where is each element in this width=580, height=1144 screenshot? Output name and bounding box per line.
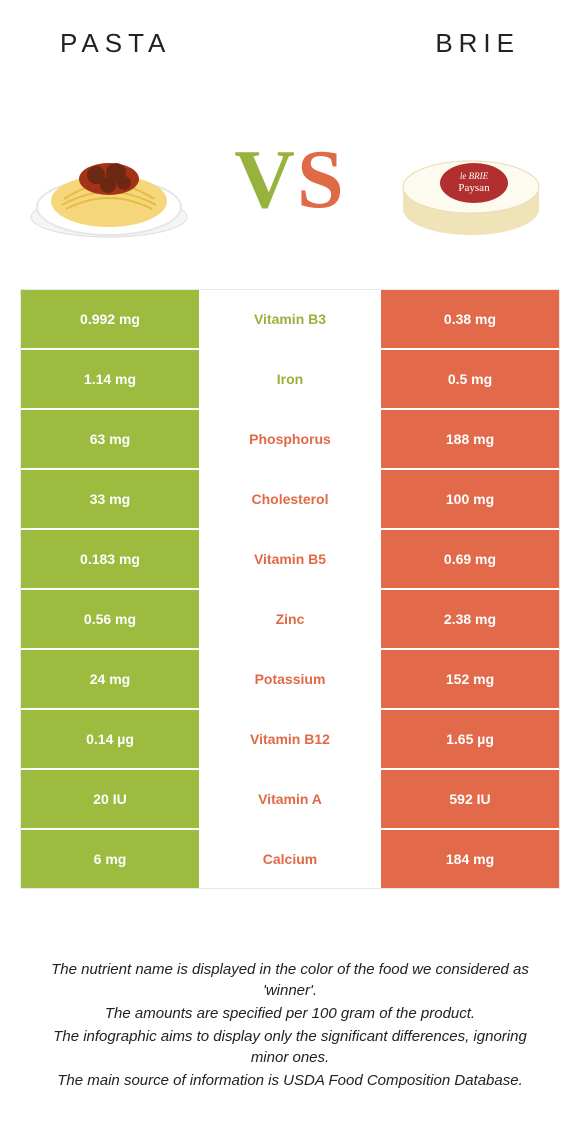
pasta-image xyxy=(24,109,194,249)
value-left: 0.183 mg xyxy=(21,530,201,588)
nutrient-label: Iron xyxy=(201,350,381,408)
svg-text:le BRIE: le BRIE xyxy=(460,171,489,181)
hero-row: VS le BRIE Paysan xyxy=(0,69,580,289)
footer-line: The nutrient name is displayed in the co… xyxy=(40,959,540,1001)
value-left: 20 IU xyxy=(21,770,201,828)
table-row: 33 mgCholesterol100 mg xyxy=(21,470,559,530)
nutrient-label: Vitamin B5 xyxy=(201,530,381,588)
table-row: 0.14 µgVitamin B121.65 µg xyxy=(21,710,559,770)
footer-line: The main source of information is USDA F… xyxy=(40,1070,540,1091)
value-left: 6 mg xyxy=(21,830,201,888)
nutrient-table: 0.992 mgVitamin B30.38 mg1.14 mgIron0.5 … xyxy=(20,289,560,889)
value-right: 100 mg xyxy=(381,470,559,528)
value-right: 592 IU xyxy=(381,770,559,828)
value-left: 24 mg xyxy=(21,650,201,708)
food-title-left: PASTA xyxy=(60,28,171,59)
value-left: 33 mg xyxy=(21,470,201,528)
table-row: 0.183 mgVitamin B50.69 mg xyxy=(21,530,559,590)
nutrient-label: Vitamin A xyxy=(201,770,381,828)
value-right: 0.69 mg xyxy=(381,530,559,588)
brie-image: le BRIE Paysan xyxy=(386,109,556,249)
table-row: 6 mgCalcium184 mg xyxy=(21,830,559,888)
vs-s: S xyxy=(297,133,346,226)
table-row: 1.14 mgIron0.5 mg xyxy=(21,350,559,410)
nutrient-label: Phosphorus xyxy=(201,410,381,468)
value-right: 0.38 mg xyxy=(381,290,559,348)
value-right: 188 mg xyxy=(381,410,559,468)
svg-text:Paysan: Paysan xyxy=(458,182,490,194)
footer-line: The amounts are specified per 100 gram o… xyxy=(40,1003,540,1024)
nutrient-label: Calcium xyxy=(201,830,381,888)
value-right: 0.5 mg xyxy=(381,350,559,408)
value-right: 152 mg xyxy=(381,650,559,708)
footer-notes: The nutrient name is displayed in the co… xyxy=(0,919,580,1091)
value-left: 63 mg xyxy=(21,410,201,468)
table-row: 24 mgPotassium152 mg xyxy=(21,650,559,710)
value-left: 0.14 µg xyxy=(21,710,201,768)
value-left: 1.14 mg xyxy=(21,350,201,408)
nutrient-label: Potassium xyxy=(201,650,381,708)
food-title-right: BRIE xyxy=(435,28,520,59)
table-row: 20 IUVitamin A592 IU xyxy=(21,770,559,830)
nutrient-label: Zinc xyxy=(201,590,381,648)
nutrient-label: Vitamin B12 xyxy=(201,710,381,768)
table-row: 0.56 mgZinc2.38 mg xyxy=(21,590,559,650)
table-row: 0.992 mgVitamin B30.38 mg xyxy=(21,290,559,350)
vs-badge: VS xyxy=(234,131,345,228)
header-row: PASTA BRIE xyxy=(0,0,580,69)
nutrient-label: Cholesterol xyxy=(201,470,381,528)
value-right: 184 mg xyxy=(381,830,559,888)
vs-v: V xyxy=(234,133,297,226)
footer-line: The infographic aims to display only the… xyxy=(40,1026,540,1068)
value-right: 1.65 µg xyxy=(381,710,559,768)
value-left: 0.56 mg xyxy=(21,590,201,648)
table-row: 63 mgPhosphorus188 mg xyxy=(21,410,559,470)
value-left: 0.992 mg xyxy=(21,290,201,348)
nutrient-label: Vitamin B3 xyxy=(201,290,381,348)
value-right: 2.38 mg xyxy=(381,590,559,648)
